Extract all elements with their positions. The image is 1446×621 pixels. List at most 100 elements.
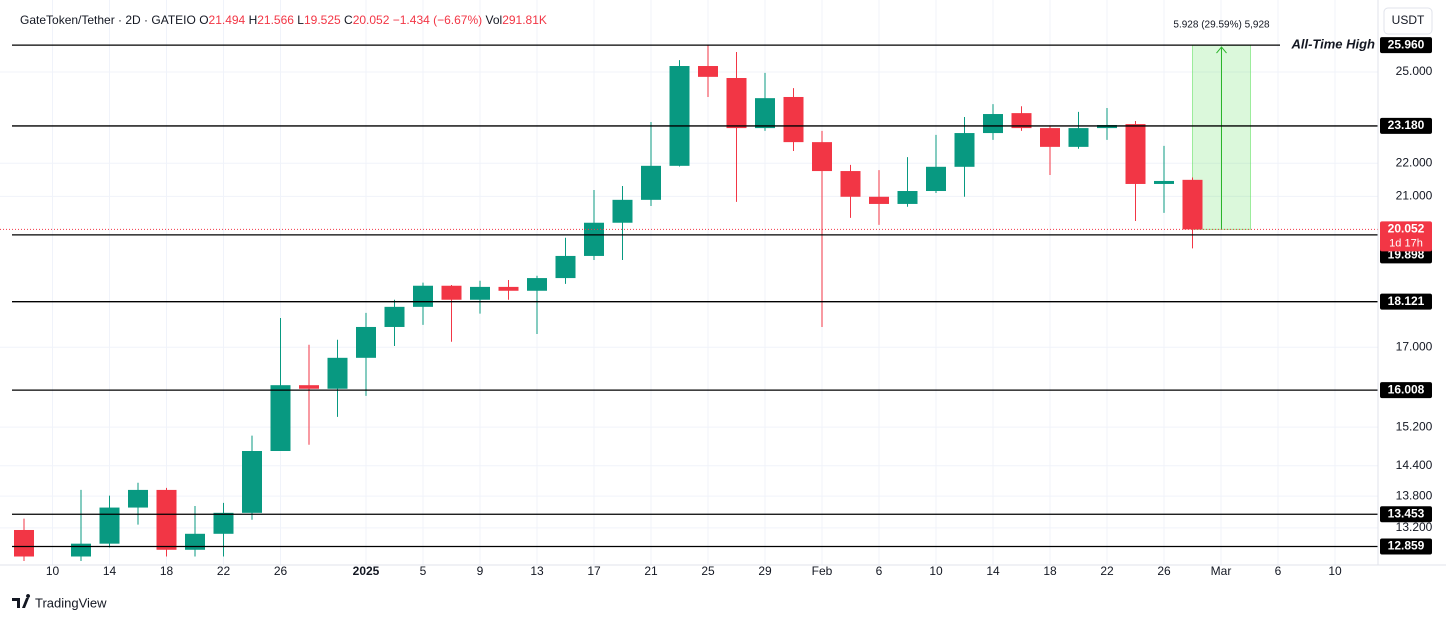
axes: 13.200 13.800 14.400 15.200 17.000 21.000 22.0… bbox=[46, 20, 1433, 578]
y-tick-label: 13.200 bbox=[1396, 520, 1433, 534]
x-tick-label: 5 bbox=[420, 564, 427, 578]
stat-value: 21.566 bbox=[257, 13, 294, 27]
candle-body bbox=[1154, 180, 1174, 184]
x-tick-label: 9 bbox=[477, 564, 484, 578]
level-label-bg bbox=[1380, 538, 1432, 555]
stat-key: C bbox=[344, 13, 353, 27]
candle-body bbox=[156, 489, 177, 550]
candle-body bbox=[584, 222, 604, 256]
candle-body bbox=[14, 529, 34, 557]
candle-body bbox=[99, 507, 120, 544]
candle-body bbox=[185, 533, 205, 550]
candle-body bbox=[698, 66, 718, 77]
x-tick-label: Feb bbox=[812, 564, 833, 578]
y-tick-label: 14.400 bbox=[1396, 458, 1433, 472]
candle-body bbox=[726, 78, 747, 129]
x-tick-label: 22 bbox=[217, 564, 231, 578]
candle-body bbox=[983, 114, 1003, 134]
current-price-label: 20.052 bbox=[1388, 222, 1425, 236]
volume-value: 291.81K bbox=[502, 13, 547, 27]
candle-body bbox=[1125, 124, 1146, 184]
level-label-bg bbox=[1380, 37, 1432, 54]
measure-arrowhead bbox=[1216, 46, 1227, 54]
x-tick-label: 2025 bbox=[353, 564, 380, 578]
volume-key: Vol bbox=[485, 13, 503, 27]
candle-body bbox=[1040, 128, 1060, 147]
x-tick-label: 29 bbox=[758, 564, 772, 578]
header: GateToken/Tether · 2D · GATEIO O21.494 H… bbox=[20, 13, 547, 27]
x-tick-label: 25 bbox=[701, 564, 715, 578]
currency-box[interactable] bbox=[1383, 7, 1433, 35]
y-tick-label: 22.000 bbox=[1396, 155, 1433, 169]
candle-body bbox=[441, 285, 462, 300]
candle-body bbox=[812, 142, 832, 172]
candle-body bbox=[1068, 128, 1089, 147]
level-label: 16.008 bbox=[1388, 382, 1425, 396]
candle-body bbox=[869, 196, 889, 204]
x-tick-label: Mar bbox=[1211, 564, 1232, 578]
candle-body bbox=[926, 166, 946, 192]
level-label-bg bbox=[1380, 293, 1432, 310]
brand-text[interactable]: TradingView bbox=[35, 595, 107, 610]
level-label: 25.960 bbox=[1388, 37, 1425, 51]
candle-body bbox=[356, 326, 376, 358]
candle-body bbox=[641, 165, 661, 200]
x-tick-label: 10 bbox=[46, 564, 60, 578]
x-tick-label: 13 bbox=[530, 564, 544, 578]
candle-body bbox=[783, 96, 804, 143]
candle-body bbox=[270, 385, 291, 452]
candle-body bbox=[612, 199, 633, 223]
currency-label[interactable]: USDT bbox=[1392, 13, 1425, 27]
y-tick-label: 21.000 bbox=[1396, 189, 1433, 203]
x-tick-label: 18 bbox=[1043, 564, 1057, 578]
candle-body bbox=[213, 512, 234, 534]
candle-body bbox=[470, 286, 490, 300]
ohlc-stats: O21.494 H21.566 L19.525 C20.052 bbox=[199, 13, 393, 27]
change: −1.434 (−6.67%) bbox=[392, 13, 483, 27]
candle-body bbox=[840, 171, 861, 197]
stat-key: L bbox=[297, 13, 304, 27]
candle-body bbox=[1182, 179, 1203, 230]
symbol[interactable]: GateToken/Tether · 2D · GATEIO bbox=[20, 13, 196, 27]
countdown-label: 1d 17h bbox=[1389, 237, 1423, 249]
x-tick-label: 18 bbox=[160, 564, 174, 578]
x-tick-label: 6 bbox=[1275, 564, 1282, 578]
candle-body bbox=[755, 98, 775, 129]
candle-body bbox=[555, 255, 576, 279]
candle-body bbox=[71, 543, 91, 557]
stat-value: 19.525 bbox=[303, 13, 341, 27]
candle-body bbox=[299, 385, 319, 389]
logo-icon[interactable] bbox=[12, 594, 31, 608]
y-tick-label: 15.200 bbox=[1396, 419, 1433, 433]
x-tick-label: 10 bbox=[1328, 564, 1342, 578]
level-label-bg bbox=[1380, 117, 1432, 134]
x-tick-label: 22 bbox=[1100, 564, 1114, 578]
x-tick-label: 17 bbox=[587, 564, 601, 578]
level-label-bg bbox=[1380, 382, 1432, 399]
candle-body bbox=[498, 286, 519, 291]
candle-body bbox=[527, 278, 547, 291]
x-tick-label: 26 bbox=[1157, 564, 1171, 578]
candle-body bbox=[954, 133, 975, 167]
candle-body bbox=[128, 489, 148, 508]
x-tick-label: 14 bbox=[103, 564, 117, 578]
candle-body bbox=[1011, 113, 1032, 129]
brand-logo[interactable]: TradingView bbox=[12, 594, 107, 610]
stat-key: O bbox=[199, 13, 209, 27]
level-label: 13.453 bbox=[1388, 506, 1425, 520]
x-tick-label: 26 bbox=[274, 564, 288, 578]
x-tick-label: 21 bbox=[644, 564, 658, 578]
candle-body bbox=[897, 191, 918, 204]
stat-value: 21.494 bbox=[208, 13, 246, 27]
candle-body bbox=[242, 451, 262, 513]
x-tick-label: 6 bbox=[876, 564, 883, 578]
current-price-bg bbox=[1380, 221, 1432, 252]
stat-key: H bbox=[248, 13, 258, 27]
candle-body bbox=[384, 306, 405, 327]
level-label-bg bbox=[1380, 506, 1432, 523]
measure-label: 5.928 (29.59%) 5,928 bbox=[1173, 20, 1270, 31]
stat-value: 20.052 bbox=[352, 13, 390, 27]
